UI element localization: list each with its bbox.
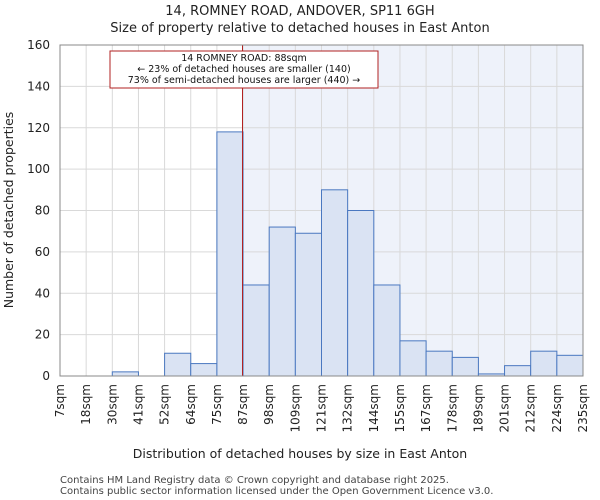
annotation-box: 14 ROMNEY ROAD: 88sqm ← 23% of detached … <box>109 50 379 89</box>
x-tick-label: 41sqm <box>131 384 145 425</box>
x-tick-labels: 7sqm 18sqm 30sqm 41sqm 52sqm 64sqm 75sqm 87sqm 9… <box>53 384 590 432</box>
bar <box>530 350 558 377</box>
x-tick-label: 144sqm <box>367 384 381 432</box>
footer-line-2: Contains public sector information licen… <box>60 486 493 497</box>
y-tick-label: 100 <box>27 162 50 176</box>
x-tick-label: 75sqm <box>210 384 224 425</box>
bar <box>111 371 139 377</box>
x-tick-label: 212sqm <box>524 384 538 432</box>
annotation-line-1: 14 ROMNEY ROAD: 88sqm <box>181 53 307 64</box>
x-axis-label: Distribution of detached houses by size … <box>133 446 467 461</box>
y-tick-labels: 0 20 40 60 80 100 120 140 160 <box>27 38 50 383</box>
bar <box>321 189 349 377</box>
chart-subtitle: Size of property relative to detached ho… <box>110 21 489 36</box>
x-tick-label: 201sqm <box>498 384 512 432</box>
y-tick-label: 40 <box>35 286 50 300</box>
x-tick-label: 109sqm <box>288 384 302 432</box>
x-tick-label: 98sqm <box>262 384 276 425</box>
x-tick-label: 189sqm <box>471 384 485 432</box>
x-tick-label: 30sqm <box>105 384 119 425</box>
y-tick-label: 80 <box>35 204 50 218</box>
x-tick-label: 132sqm <box>341 384 355 432</box>
x-tick-label: 155sqm <box>393 384 407 432</box>
bar <box>504 365 532 377</box>
x-tick-label: 52sqm <box>158 384 172 425</box>
annotation-line-2: ← 23% of detached houses are smaller (14… <box>137 64 350 75</box>
x-tick-label: 178sqm <box>445 384 459 432</box>
y-tick-label: 60 <box>35 245 50 259</box>
x-tick-label: 235sqm <box>576 384 590 432</box>
bar <box>451 356 479 377</box>
bar <box>164 352 192 377</box>
x-tick-label: 121sqm <box>315 384 329 432</box>
bar <box>373 284 401 377</box>
bar <box>425 350 453 377</box>
footer-line-1: Contains HM Land Registry data © Crown c… <box>60 475 449 486</box>
x-tick-label: 167sqm <box>419 384 433 432</box>
bar <box>216 131 244 377</box>
bar <box>242 284 270 377</box>
y-axis-label: Number of detached properties <box>1 112 16 309</box>
bar <box>294 232 323 377</box>
x-tick-label: 224sqm <box>550 384 564 432</box>
y-tick-label: 20 <box>35 328 50 342</box>
x-tick-label: 64sqm <box>184 384 198 425</box>
annotation-frame <box>109 50 379 89</box>
bars <box>111 131 584 377</box>
y-tick-label: 120 <box>27 121 50 135</box>
bar <box>556 354 584 377</box>
plot-frame <box>59 44 584 377</box>
bar <box>347 210 375 377</box>
annotation-line-3: 73% of semi-detached houses are larger (… <box>128 75 361 86</box>
x-tick-label: 18sqm <box>79 384 93 425</box>
y-tick-label: 160 <box>27 38 50 52</box>
y-tick-label: 140 <box>27 79 50 93</box>
x-tick-label: 7sqm <box>53 384 67 417</box>
y-tick-label: 0 <box>42 369 50 383</box>
chart-title: 14, ROMNEY ROAD, ANDOVER, SP11 6GH <box>165 4 434 19</box>
bar <box>399 340 427 377</box>
bar <box>190 363 218 377</box>
x-tick-label: 87sqm <box>236 384 250 425</box>
bar <box>268 226 296 377</box>
